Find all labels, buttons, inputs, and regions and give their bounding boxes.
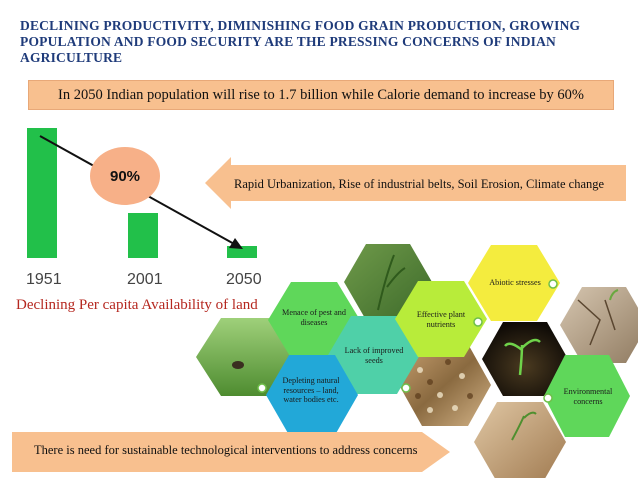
percent-decline-circle: 90% [90, 147, 160, 205]
year-label-2050: 2050 [226, 271, 262, 288]
hex-environmental-label: Environmental concerns [563, 387, 613, 406]
page-title: DECLINING PRODUCTIVITY, DIMINISHING FOOD… [20, 18, 581, 65]
hex-depleting [266, 355, 358, 435]
photo-hex-seeds [399, 344, 491, 426]
hex-abiotic-label: Abiotic stresses [489, 278, 541, 287]
bar-2001 [128, 213, 158, 258]
photo-hex-dry-soil [560, 287, 638, 363]
hex-seeds-label: Lack of improved seeds [344, 346, 404, 365]
bar-1951 [27, 128, 57, 258]
year-label-1951: 1951 [26, 271, 62, 288]
hex-nutrients-label: Effective plant nutrients [416, 310, 466, 329]
hex-environmental [544, 355, 630, 437]
percent-label: 90% [109, 167, 141, 185]
pressures-arrow-text: Rapid Urbanization, Rise of industrial b… [234, 177, 605, 191]
hex-abiotic [468, 245, 560, 321]
year-label-2001: 2001 [127, 271, 163, 288]
interventions-arrow-text: There is need for sustainable technologi… [34, 443, 418, 457]
pressures-arrow-shape [205, 157, 626, 209]
interventions-arrow-shape [12, 432, 450, 472]
hex-depleting-label: Depleting natural resources – land, wate… [282, 376, 340, 404]
photo-hex-seedling [482, 322, 568, 396]
photo-hex-field [196, 318, 296, 396]
photo-hex-hands [474, 402, 566, 478]
hex-seeds [328, 316, 420, 394]
land-availability-caption: Declining Per capita Availability of lan… [16, 297, 258, 313]
population-banner: In 2050 Indian population will rise to 1… [28, 80, 614, 110]
hex-nutrients [395, 281, 487, 357]
hex-pests-label: Menace of pest and diseases [282, 308, 346, 327]
hex-pests [268, 282, 360, 358]
bar-2050 [227, 246, 257, 258]
population-banner-text: In 2050 Indian population will rise to 1… [58, 86, 584, 103]
